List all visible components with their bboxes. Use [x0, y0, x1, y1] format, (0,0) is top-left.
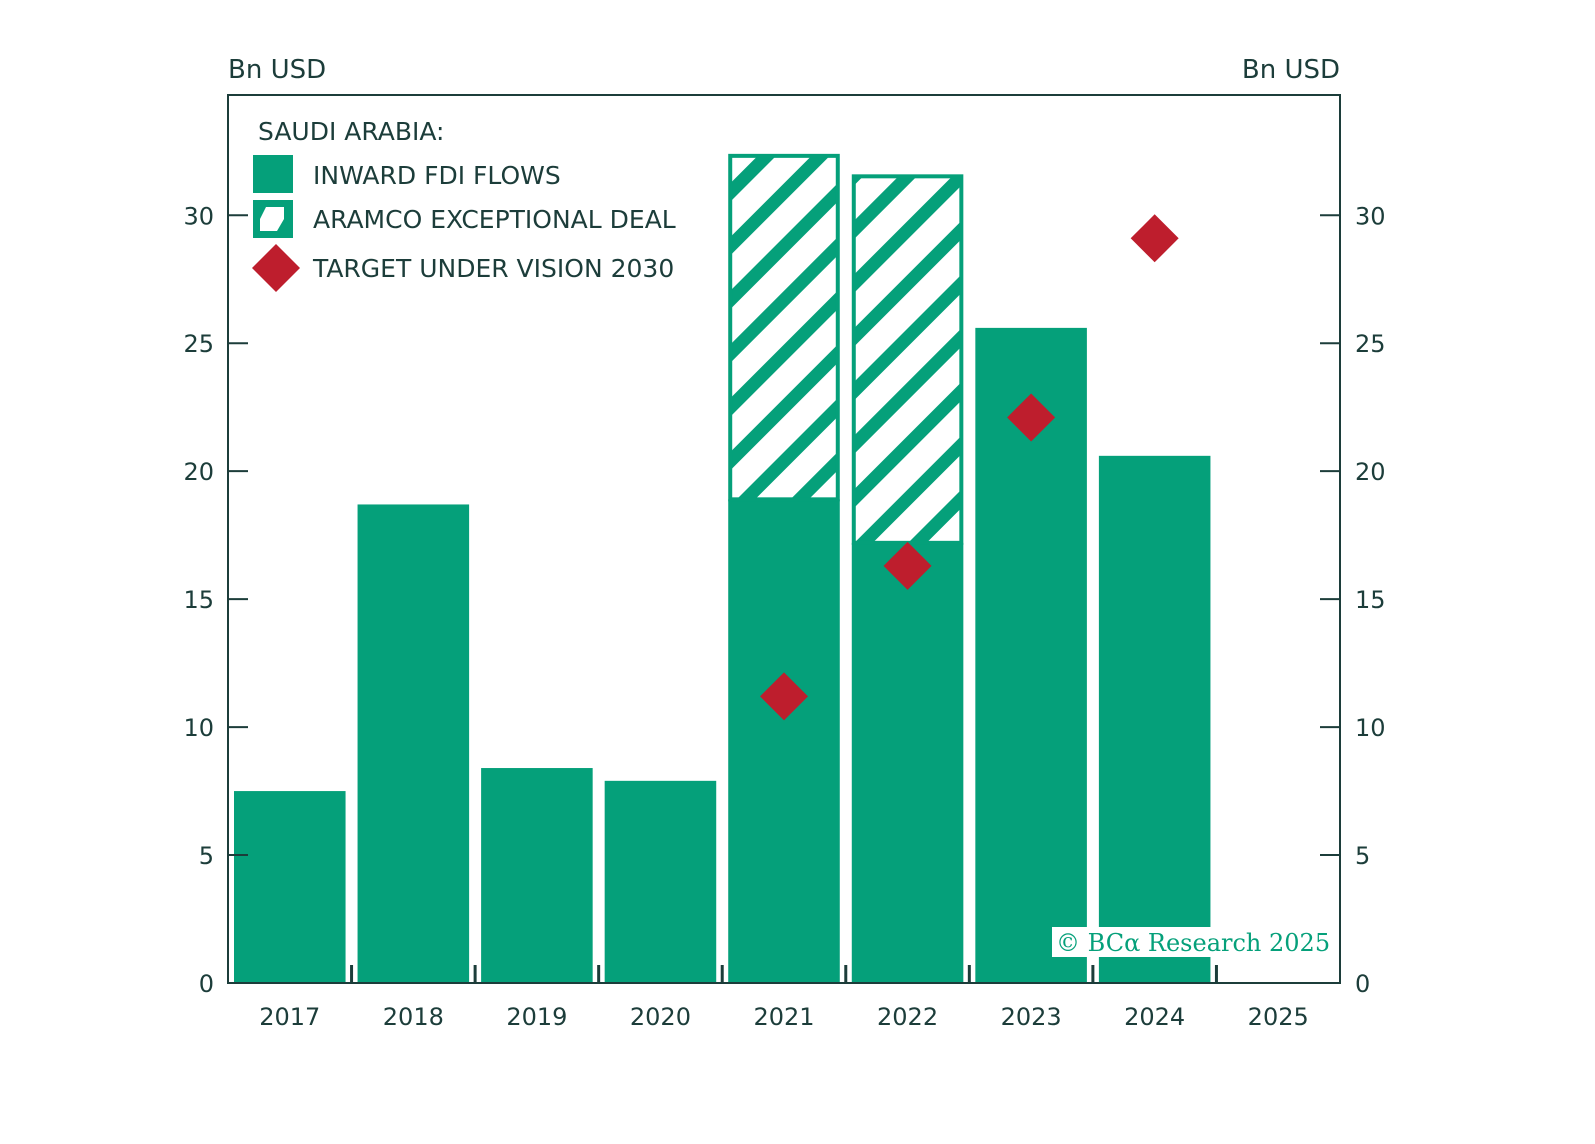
bar-aramco-2021	[728, 153, 840, 502]
bar-aramco-2022	[851, 174, 964, 545]
y-tick-label-right-20: 20	[1355, 458, 1386, 486]
x-tick-label-2022: 2022	[877, 1003, 938, 1031]
y-tick-label-right-10: 10	[1355, 714, 1386, 742]
y-tick-label-left-0: 0	[199, 970, 214, 998]
x-tick-label-2021: 2021	[753, 1003, 814, 1031]
bars-layer	[234, 153, 1211, 983]
legend-swatch-target	[252, 244, 300, 292]
credit-text: © BCα Research 2025	[1056, 929, 1330, 957]
x-tick-label-2020: 2020	[630, 1003, 691, 1031]
credit-bg	[1052, 927, 1310, 957]
target-marker-2022	[883, 541, 932, 590]
legend-label-target: TARGET UNDER VISION 2030	[312, 254, 674, 283]
x-tick-label-2019: 2019	[506, 1003, 567, 1031]
y-tick-label-left-15: 15	[183, 586, 214, 614]
legend-swatch-fdi	[253, 155, 293, 193]
y-tick-label-left-10: 10	[183, 714, 214, 742]
bar-fdi-2020	[604, 780, 717, 983]
bar-fdi-2019	[481, 768, 593, 983]
target-marker-2023	[1007, 393, 1056, 442]
y-tick-label-left-25: 25	[183, 330, 214, 358]
x-tick-label-2023: 2023	[1001, 1003, 1062, 1031]
x-tick-label-2024: 2024	[1124, 1003, 1185, 1031]
bar-fdi-2017	[234, 791, 346, 983]
markers-layer	[760, 214, 1179, 721]
y-tick-label-left-30: 30	[183, 202, 214, 230]
legend-label-fdi: INWARD FDI FLOWS	[313, 161, 561, 190]
y-tick-label-right-5: 5	[1355, 842, 1370, 870]
bar-fdi-2024	[1098, 455, 1211, 983]
legend-title: SAUDI ARABIA:	[258, 117, 444, 146]
bar-fdi-2022	[851, 542, 964, 983]
target-marker-2024	[1130, 214, 1179, 263]
y-tick-label-right-25: 25	[1355, 330, 1386, 358]
y-tick-label-right-30: 30	[1355, 202, 1386, 230]
legend-swatch-aramco-hatch	[260, 207, 284, 231]
target-marker-2021	[760, 672, 808, 721]
right-axis-unit: Bn USD	[1242, 55, 1340, 85]
bar-fdi-2021	[728, 499, 840, 983]
x-tick-label-2017: 2017	[259, 1003, 320, 1031]
bar-fdi-2018	[357, 504, 470, 983]
y-tick-label-right-15: 15	[1355, 586, 1386, 614]
y-tick-label-left-5: 5	[199, 842, 214, 870]
left-axis-unit: Bn USD	[228, 55, 326, 85]
y-tick-label-right-0: 0	[1355, 970, 1370, 998]
x-tick-label-2018: 2018	[383, 1003, 444, 1031]
x-tick-label-2025: 2025	[1248, 1003, 1309, 1031]
legend-label-aramco: ARAMCO EXCEPTIONAL DEAL	[313, 205, 676, 234]
legend: SAUDI ARABIA: INWARD FDI FLOWS ARAMCO EX…	[252, 117, 676, 292]
plot-frame	[227, 94, 1341, 984]
y-tick-label-left-20: 20	[183, 458, 214, 486]
